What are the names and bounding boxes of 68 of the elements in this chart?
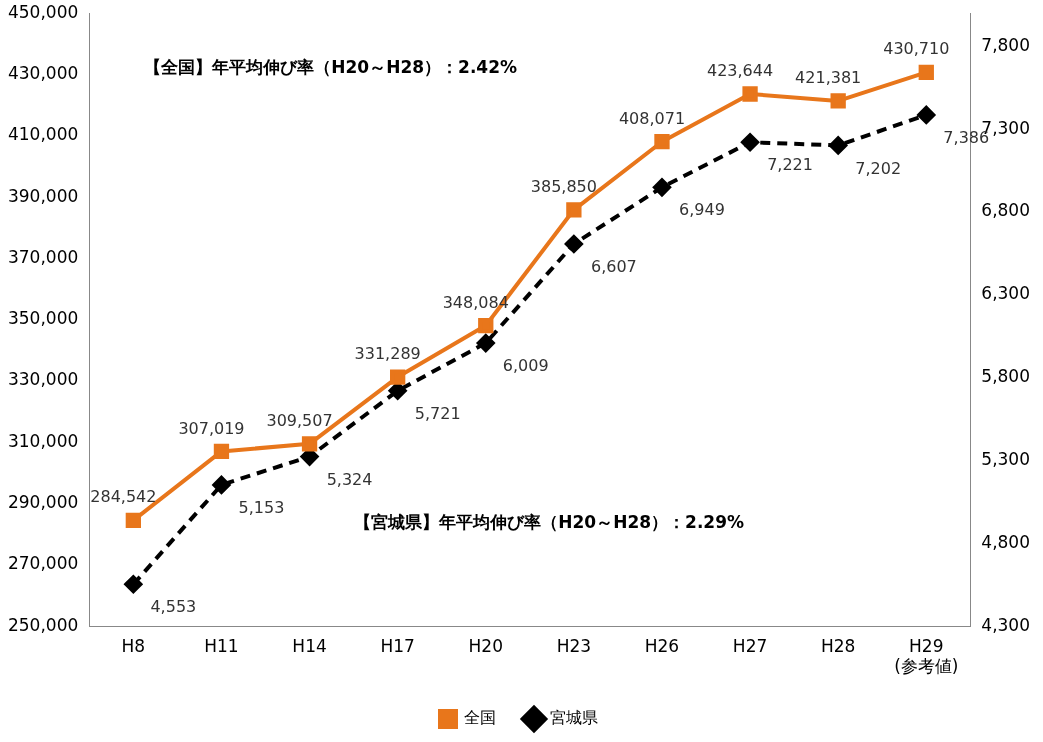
point: [654, 134, 670, 150]
point: [918, 64, 934, 80]
y-tick-label: 410,000: [7, 124, 79, 145]
data-label: 309,507: [266, 410, 333, 430]
x-tick-label: H26: [644, 635, 680, 656]
point: [741, 133, 760, 152]
y-tick-label: 350,000: [7, 308, 79, 329]
point: [564, 234, 583, 253]
y-tick-label: 250,000: [7, 614, 79, 635]
data-label: 408,071: [618, 108, 686, 128]
x-tick-label: H17: [380, 635, 415, 656]
data-label: 5,721: [414, 403, 461, 423]
y2-tick-label: 4,300: [981, 614, 1030, 635]
y-tick-label: 270,000: [7, 553, 79, 574]
x-tick-label: H8: [121, 635, 146, 656]
y-tick-label: 450,000: [7, 1, 79, 22]
data-label: 284,542: [90, 487, 157, 507]
y2-tick-label: 5,800: [981, 366, 1030, 387]
annotation: 【宮城県】年平均伸び率（H20～H28）：2.29%: [354, 511, 745, 532]
x-tick-label: H29 (参考値): [894, 635, 959, 677]
y-tick-label: 310,000: [7, 430, 79, 451]
x-tick-label: H23: [556, 635, 592, 656]
annotation: 【全国】年平均伸び率（H20～H28）：2.42%: [144, 56, 518, 77]
x-tick-label: H14: [292, 635, 327, 656]
data-label: 423,644: [706, 61, 774, 81]
data-label: 7,202: [855, 158, 902, 178]
x-tick-label: H27: [732, 635, 768, 656]
data-label: 430,710: [883, 39, 950, 59]
y-tick-label: 390,000: [7, 185, 79, 206]
point: [566, 202, 582, 218]
y-tick-label: 370,000: [7, 246, 79, 267]
y2-tick-label: 7,800: [981, 34, 1030, 55]
y-tick-label: 330,000: [7, 369, 79, 390]
point: [125, 512, 142, 528]
data-label: 7,221: [767, 155, 813, 175]
point: [213, 443, 230, 460]
data-label: 5,153: [238, 498, 285, 518]
point: [742, 86, 758, 102]
data-label: 307,019: [178, 418, 245, 438]
data-label: 331,289: [354, 344, 421, 364]
data-label: 4,553: [150, 597, 197, 617]
y2-tick-label: 6,300: [981, 283, 1030, 304]
point: [830, 93, 846, 109]
x-tick-label: H11: [204, 635, 239, 656]
y2-tick-label: 6,800: [981, 200, 1030, 221]
data-label: 385,850: [530, 176, 597, 196]
y2-tick-label: 5,300: [981, 448, 1030, 469]
point: [476, 334, 495, 353]
point: [124, 575, 143, 594]
y2-tick-label: 4,800: [981, 531, 1030, 552]
legend-label: 全国: [464, 708, 496, 728]
data-label: 5,324: [326, 469, 373, 489]
data-label: 6,607: [590, 257, 637, 277]
y-tick-label: 430,000: [7, 62, 79, 83]
point: [212, 475, 231, 494]
data-label: 6,009: [502, 356, 549, 376]
data-label: 6,949: [679, 200, 725, 220]
x-tick-label: H28: [820, 635, 856, 656]
y-tick-label: 290,000: [7, 492, 79, 513]
data-label: 421,381: [795, 68, 862, 88]
point: [390, 369, 406, 385]
point: [301, 436, 318, 452]
legend-label: 宮城県: [550, 708, 598, 728]
x-tick-label: H20: [468, 635, 503, 656]
point: [652, 178, 671, 197]
point: [917, 105, 936, 124]
point: [829, 136, 848, 155]
point: [478, 317, 494, 334]
